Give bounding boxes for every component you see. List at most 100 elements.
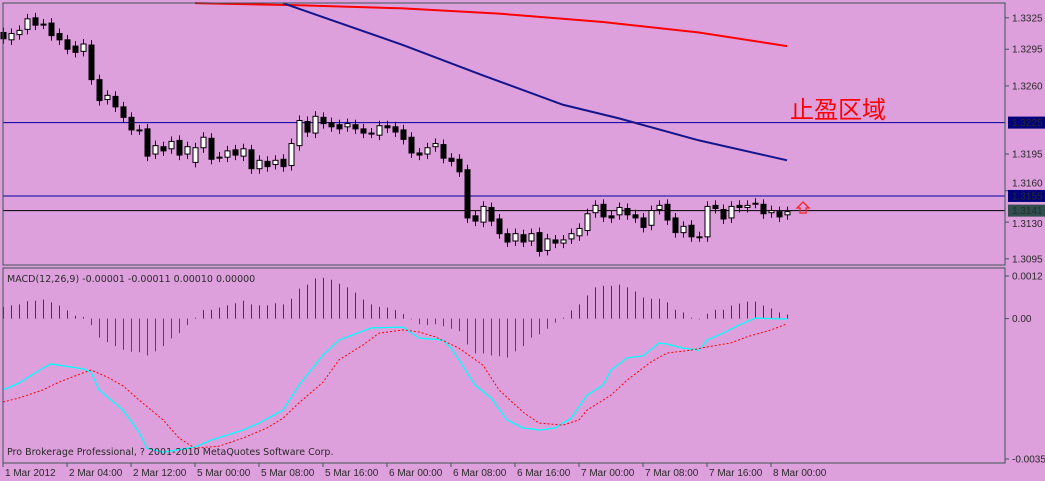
macd-axis-label: -0.00354 <box>1012 455 1045 466</box>
bullish-candle-body <box>344 123 351 128</box>
bearish-candle-body <box>352 124 359 130</box>
candle <box>40 19 47 30</box>
price-axis-label: 1.3160 <box>1012 178 1043 189</box>
bearish-candle-body <box>392 126 399 133</box>
candle <box>208 133 215 165</box>
candle <box>24 13 31 35</box>
candle <box>200 132 207 153</box>
time-axis-label: 6 Mar 00:00 <box>389 468 443 479</box>
candle <box>568 228 575 244</box>
bearish-candle-body <box>320 116 327 125</box>
candle <box>96 74 103 106</box>
bullish-candle-body <box>256 159 263 170</box>
macd-axis-label: 0.00 <box>1012 314 1032 325</box>
candle <box>184 141 191 160</box>
time-axis-label: 5 Mar 00:00 <box>197 468 251 479</box>
candle <box>448 153 455 167</box>
candle <box>352 119 359 134</box>
bullish-candle-body <box>568 233 575 240</box>
bearish-candle-body <box>56 33 63 41</box>
candle <box>424 142 431 160</box>
bearish-candle-body <box>120 106 127 118</box>
candle <box>192 142 199 168</box>
candle <box>408 132 415 158</box>
bullish-candle-body <box>104 94 111 101</box>
candle <box>488 202 495 227</box>
candle <box>368 128 375 139</box>
candle <box>80 39 87 57</box>
candle <box>608 210 615 223</box>
candle <box>288 138 295 171</box>
bearish-candle-body <box>96 79 103 102</box>
candle <box>768 205 775 218</box>
candle <box>152 140 159 160</box>
candle <box>256 155 263 174</box>
candle <box>704 201 711 242</box>
bearish-candle-body <box>280 158 287 168</box>
bullish-candle-body <box>200 136 207 149</box>
candle <box>72 41 79 58</box>
candle <box>296 115 303 151</box>
price-pane-frame <box>2 2 1006 266</box>
bearish-candle-body <box>384 125 391 129</box>
bullish-candle-body <box>560 239 567 244</box>
bearish-candle-body <box>496 218 503 235</box>
candle <box>744 200 751 213</box>
macd-axis-label: 0.0012 <box>1012 272 1043 283</box>
bullish-candle-body <box>192 147 199 163</box>
bearish-candle-body <box>736 204 743 208</box>
bullish-candle-body <box>656 204 663 211</box>
macd-pane <box>2 277 788 453</box>
time-axis-label: 2 Mar 04:00 <box>69 468 123 479</box>
bullish-candle-body <box>648 210 655 226</box>
bearish-candle-body <box>688 224 695 238</box>
bearish-candle-body <box>128 116 135 131</box>
candle <box>680 221 687 238</box>
bearish-candle-body <box>448 157 455 162</box>
bearish-candle-body <box>632 214 639 219</box>
candle <box>736 200 743 213</box>
time-axis-label: 7 Mar 16:00 <box>709 468 763 479</box>
bearish-candle-body <box>48 22 55 37</box>
bullish-candle-body <box>16 29 23 36</box>
candle <box>304 116 311 138</box>
candle <box>696 231 703 242</box>
bearish-candle-body <box>488 206 495 222</box>
price-label-text: 1.3225 <box>1012 118 1043 129</box>
bearish-candle-body <box>112 95 119 108</box>
price-label-text: 1.3141 <box>1012 206 1043 217</box>
candle <box>392 121 399 138</box>
candle <box>592 200 599 218</box>
candle <box>32 12 39 31</box>
bearish-candle-body <box>328 122 335 128</box>
bullish-candle-body <box>704 205 711 238</box>
bearish-candle-body <box>664 203 671 221</box>
bearish-candle-body <box>72 45 79 53</box>
bullish-candle-body <box>240 148 247 157</box>
price-axis-label: 1.3325 <box>1012 13 1043 24</box>
bullish-candle-body <box>432 143 439 148</box>
candle <box>120 101 127 123</box>
bearish-candle-body <box>760 203 767 215</box>
candle <box>776 206 783 222</box>
bullish-candle-body <box>152 145 159 155</box>
candle <box>544 233 551 256</box>
time-axis-label: 5 Mar 08:00 <box>261 468 315 479</box>
candle <box>144 123 151 162</box>
bearish-candle-body <box>160 146 167 152</box>
bearish-candle-body <box>176 139 183 156</box>
candle <box>232 144 239 161</box>
bearish-candle-body <box>88 44 95 81</box>
candle <box>552 234 559 249</box>
candle <box>264 156 271 172</box>
bullish-candle-body <box>768 210 775 214</box>
bearish-candle-body <box>416 152 423 156</box>
candle <box>248 144 255 174</box>
bearish-candle-body <box>696 236 703 239</box>
bullish-candle-body <box>512 233 519 242</box>
bearish-candle-body <box>776 211 783 218</box>
price-label-text: 1.3155 <box>1012 191 1043 202</box>
candle <box>480 201 487 228</box>
candle <box>600 199 607 222</box>
